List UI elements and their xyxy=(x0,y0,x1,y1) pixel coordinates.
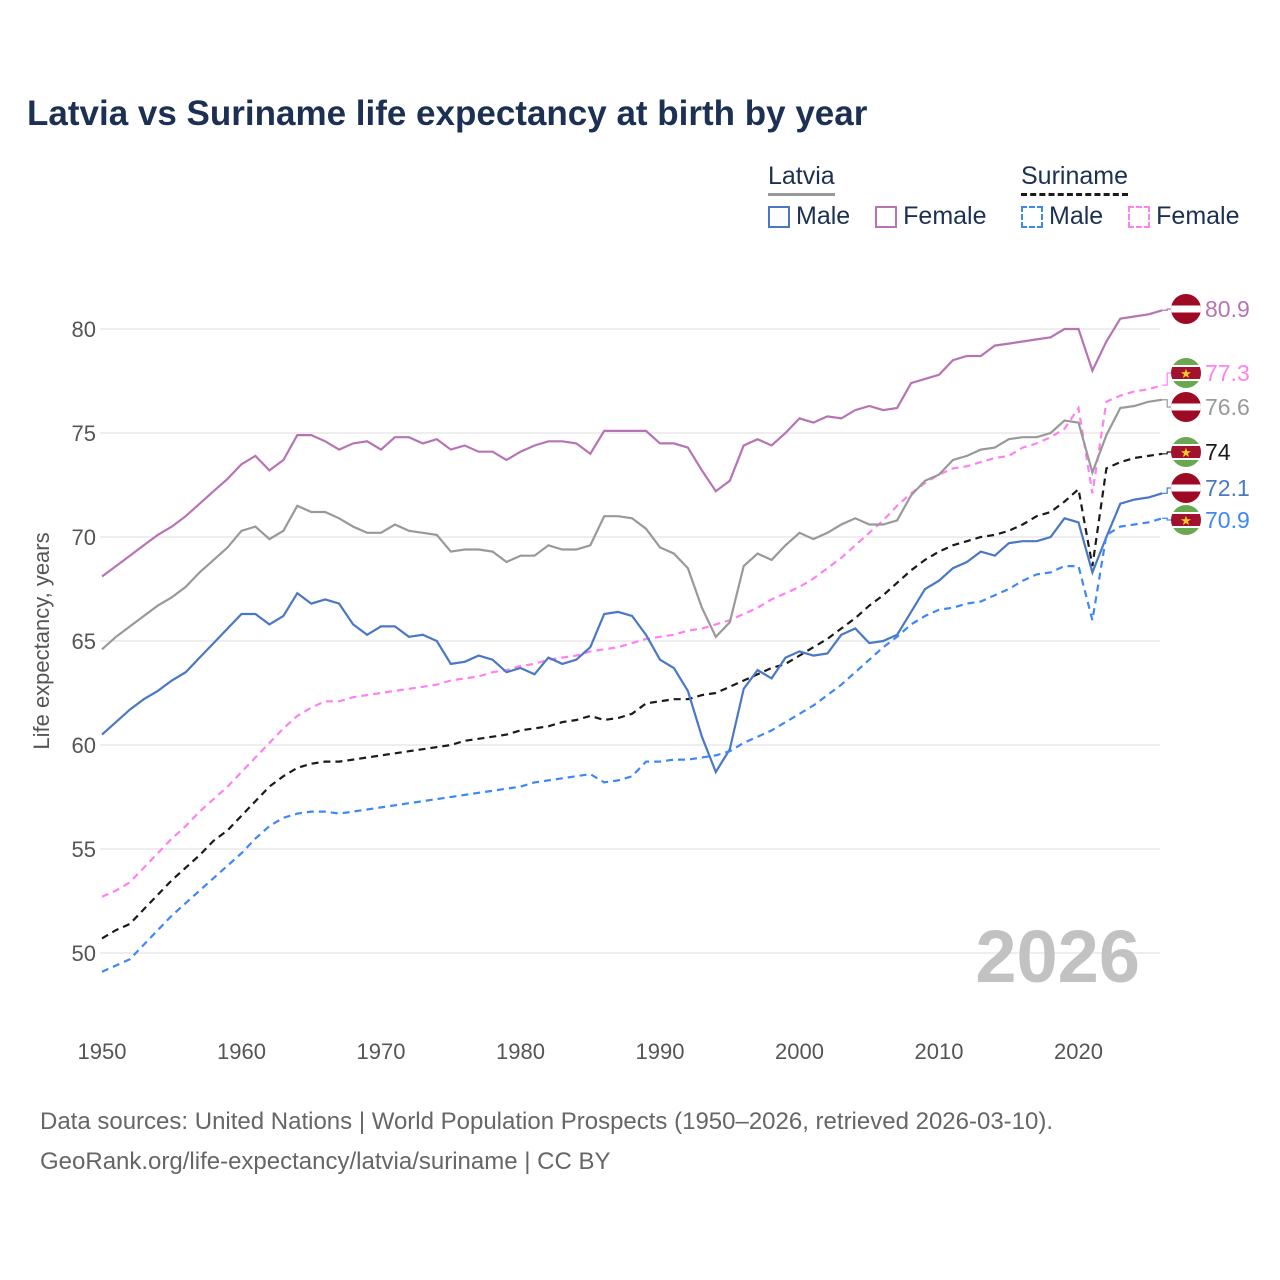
y-tick-label: 60 xyxy=(72,733,96,758)
x-tick-label: 1980 xyxy=(496,1039,545,1064)
legend-latvia-male[interactable]: Male xyxy=(768,202,850,231)
label-connector xyxy=(1162,308,1175,311)
legend-swatch xyxy=(1021,205,1043,228)
x-tick-label: 2010 xyxy=(915,1039,964,1064)
label-connector xyxy=(1162,399,1175,408)
svg-text:★: ★ xyxy=(1180,366,1192,381)
legend-suriname: Suriname Male Female xyxy=(1021,162,1240,235)
y-axis-label: Life expectancy, years xyxy=(29,532,54,750)
footer-link[interactable]: GeoRank.org/life-expectancy/latvia/surin… xyxy=(40,1148,611,1175)
y-tick-label: 55 xyxy=(72,837,96,862)
series-line-suriname-female xyxy=(101,384,1163,898)
latvia-flag-icon xyxy=(1171,473,1201,503)
end-value-label: 80.9 xyxy=(1205,296,1250,322)
svg-text:★: ★ xyxy=(1180,445,1192,460)
year-watermark: 2026 xyxy=(975,915,1140,998)
x-tick-label: 2000 xyxy=(775,1039,824,1064)
x-tick-label: 1970 xyxy=(357,1039,406,1064)
latvia-flag-icon xyxy=(1171,392,1201,422)
legend-latvia: Latvia Male Female xyxy=(768,162,1005,235)
suriname-flag-icon: ★ xyxy=(1171,505,1201,535)
legend-swatch xyxy=(768,205,790,228)
legend-suriname-heading: Suriname xyxy=(1021,162,1128,196)
end-value-label: 74 xyxy=(1205,439,1231,465)
suriname-flag-icon: ★ xyxy=(1171,437,1201,467)
footer-source: Data sources: United Nations | World Pop… xyxy=(40,1108,1054,1135)
legend-latvia-female[interactable]: Female xyxy=(875,202,987,231)
legend-label: Female xyxy=(1156,202,1240,230)
series-line-latvia-female xyxy=(101,309,1163,578)
chart-title: Latvia vs Suriname life expectancy at bi… xyxy=(27,94,868,133)
y-tick-label: 70 xyxy=(72,525,96,550)
x-tick-label: 2020 xyxy=(1054,1039,1103,1064)
label-connector xyxy=(1162,517,1175,521)
end-value-label: 76.6 xyxy=(1205,394,1250,420)
y-tick-label: 80 xyxy=(72,317,96,342)
x-tick-label: 1950 xyxy=(78,1039,127,1064)
svg-text:★: ★ xyxy=(1180,513,1192,528)
y-tick-label: 75 xyxy=(72,421,96,446)
legend-swatch xyxy=(875,205,898,228)
series-line-latvia xyxy=(101,398,1163,651)
latvia-flag-icon xyxy=(1171,294,1201,324)
legend-suriname-female[interactable]: Female xyxy=(1128,202,1240,231)
y-tick-label: 50 xyxy=(72,941,96,966)
legend-latvia-heading: Latvia xyxy=(768,162,835,196)
end-value-label: 70.9 xyxy=(1205,507,1250,533)
series-line-suriname xyxy=(101,452,1163,940)
end-value-label: 72.1 xyxy=(1205,475,1250,501)
end-value-label: 77.3 xyxy=(1205,360,1250,386)
label-connector xyxy=(1162,372,1175,386)
label-connector xyxy=(1162,487,1175,494)
series-line-latvia-male xyxy=(101,492,1163,775)
series-line-suriname-male xyxy=(101,517,1163,973)
legend-suriname-male[interactable]: Male xyxy=(1021,202,1103,231)
legend-swatch xyxy=(1128,205,1151,228)
suriname-flag-icon: ★ xyxy=(1171,358,1201,388)
x-tick-label: 1990 xyxy=(636,1039,685,1064)
legend-label: Male xyxy=(1049,202,1104,230)
x-tick-label: 1960 xyxy=(217,1039,266,1064)
legend-label: Female xyxy=(903,202,987,230)
y-tick-label: 65 xyxy=(72,629,96,654)
label-connector xyxy=(1162,451,1175,455)
legend-label: Male xyxy=(796,202,851,230)
